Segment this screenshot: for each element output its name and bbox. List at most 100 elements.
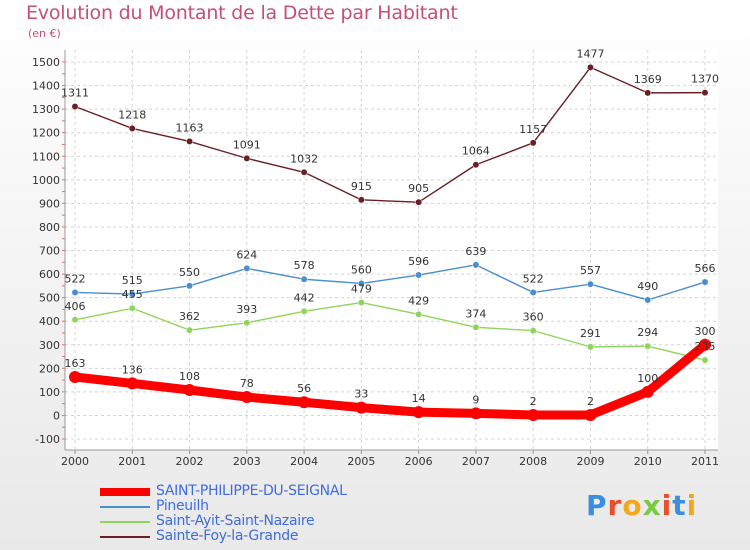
x-tick-label: 2001 xyxy=(118,455,146,468)
legend-swatch-sainte-foy xyxy=(100,535,150,538)
x-tick-label: 2011 xyxy=(691,455,719,468)
data-point-1 xyxy=(644,296,652,304)
data-point-2 xyxy=(701,356,709,364)
data-point-2 xyxy=(128,304,136,312)
logo-letter: r xyxy=(607,489,623,522)
data-label-3: 1064 xyxy=(462,145,490,158)
data-label-2: 429 xyxy=(408,294,429,307)
data-label-1: 515 xyxy=(122,274,143,287)
data-label-0: 56 xyxy=(297,382,311,395)
data-label-1: 566 xyxy=(695,262,716,275)
data-label-0: 300 xyxy=(695,325,716,338)
data-point-1 xyxy=(300,275,308,283)
y-tick-label: 900 xyxy=(39,197,60,210)
legend-swatch-saint-philippe xyxy=(100,487,150,496)
x-tick-label: 2003 xyxy=(233,455,261,468)
data-label-3: 1218 xyxy=(118,108,146,121)
data-label-1: 490 xyxy=(637,280,658,293)
x-tick-label: 2004 xyxy=(290,455,318,468)
data-label-3: 905 xyxy=(408,182,429,195)
x-tick-label: 2006 xyxy=(405,455,433,468)
data-point-0 xyxy=(699,338,711,351)
data-label-0: 108 xyxy=(179,370,200,383)
data-label-0: 2 xyxy=(587,395,594,408)
data-point-2 xyxy=(300,307,308,315)
data-point-1 xyxy=(529,288,537,296)
data-label-2: 362 xyxy=(179,310,200,323)
data-label-3: 1163 xyxy=(176,121,204,134)
data-label-0: 9 xyxy=(472,393,479,406)
x-tick-label: 2002 xyxy=(176,455,204,468)
x-tick-label: 2009 xyxy=(576,455,604,468)
legend-swatch-pineuilh xyxy=(100,505,150,508)
data-label-1: 596 xyxy=(408,255,429,268)
data-point-2 xyxy=(587,343,594,351)
data-point-3 xyxy=(701,89,709,97)
data-label-3: 1369 xyxy=(634,73,662,86)
data-label-2: 393 xyxy=(236,303,257,316)
data-point-3 xyxy=(243,154,251,162)
data-label-3: 1091 xyxy=(233,138,261,151)
data-point-0 xyxy=(412,406,425,419)
x-tick-label: 2010 xyxy=(634,455,662,468)
logo-letter: i xyxy=(686,489,698,522)
data-label-1: 550 xyxy=(179,266,200,279)
logo-letter: t xyxy=(672,489,687,522)
legend-label-saint-philippe: SAINT-PHILIPPE-DU-SEIGNAL xyxy=(156,483,347,499)
logo-letter: x xyxy=(642,489,662,522)
data-point-3 xyxy=(587,63,594,71)
data-label-1: 639 xyxy=(465,245,486,258)
data-point-3 xyxy=(128,124,136,132)
chart-unit: (en €) xyxy=(28,27,61,40)
data-point-0 xyxy=(527,408,540,421)
data-point-1 xyxy=(243,264,251,272)
data-label-0: 78 xyxy=(240,377,254,390)
data-point-3 xyxy=(529,139,537,147)
data-label-0: 100 xyxy=(637,372,658,385)
data-label-0: 14 xyxy=(412,392,426,405)
data-label-2: 294 xyxy=(637,326,658,339)
data-label-2: 442 xyxy=(294,291,315,304)
data-label-1: 522 xyxy=(523,272,544,285)
x-tick-label: 2000 xyxy=(61,455,89,468)
y-tick-label: 800 xyxy=(39,221,60,234)
data-point-1 xyxy=(472,261,480,269)
data-point-1 xyxy=(415,271,423,279)
y-tick-label: 700 xyxy=(39,245,60,258)
y-tick-label: 1200 xyxy=(32,127,60,140)
y-tick-label: 1500 xyxy=(32,56,60,69)
data-point-0 xyxy=(355,401,368,414)
series-line-2 xyxy=(74,301,706,361)
x-tick-label: 2005 xyxy=(347,455,375,468)
data-point-3 xyxy=(71,103,79,110)
data-point-0 xyxy=(584,408,597,421)
data-label-2: 374 xyxy=(465,307,486,320)
data-point-2 xyxy=(71,316,79,324)
data-point-3 xyxy=(357,196,365,204)
data-label-1: 560 xyxy=(351,263,372,276)
y-tick-label: 1100 xyxy=(32,150,60,163)
data-label-3: 1157 xyxy=(519,123,547,136)
chart-title: Evolution du Montant de la Dette par Hab… xyxy=(26,2,458,24)
x-tick-label: 2008 xyxy=(519,455,547,468)
y-tick-label: 100 xyxy=(39,386,60,399)
data-label-2: 360 xyxy=(523,311,544,324)
data-point-0 xyxy=(69,371,81,384)
data-point-0 xyxy=(126,377,139,390)
data-label-1: 624 xyxy=(236,248,257,261)
data-point-3 xyxy=(644,89,652,97)
data-point-1 xyxy=(587,280,594,288)
data-point-3 xyxy=(300,168,308,176)
data-point-0 xyxy=(469,407,482,420)
data-point-3 xyxy=(186,137,193,145)
data-label-2: 235 xyxy=(695,340,716,353)
data-point-0 xyxy=(183,383,196,396)
legend-swatch-saint-ayit xyxy=(100,520,150,523)
data-label-2: 455 xyxy=(122,288,143,301)
y-tick-label: 600 xyxy=(39,268,60,281)
data-point-2 xyxy=(357,299,365,307)
data-label-3: 1370 xyxy=(691,73,719,86)
data-point-3 xyxy=(415,198,423,206)
y-tick-label: 1000 xyxy=(32,174,60,187)
legend-label-pineuilh: Pineuilh xyxy=(156,498,209,514)
